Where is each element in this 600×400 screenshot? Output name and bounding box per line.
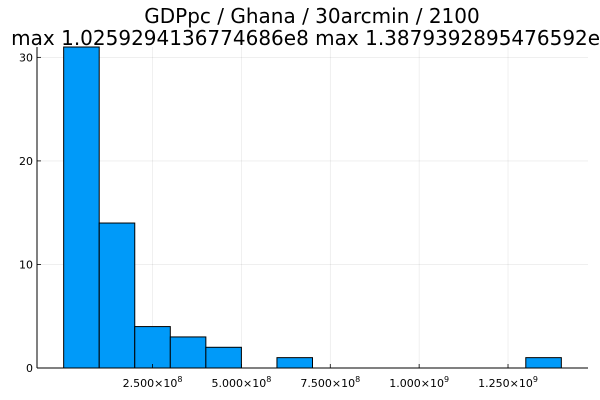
- x-tick-label: 2.500×108: [123, 375, 183, 390]
- histogram-bar: [205, 346, 242, 369]
- x-tick-label: 7.500×108: [300, 375, 360, 390]
- histogram-bar: [525, 357, 562, 369]
- histogram-bar: [169, 336, 207, 369]
- x-tick-label: 1.250×109: [478, 375, 538, 390]
- histogram-bar: [276, 357, 313, 369]
- x-tick-label: 1.000×109: [389, 375, 449, 390]
- y-tick-labels: 0 10 20 30: [19, 51, 33, 375]
- y-tick-label: 30: [19, 51, 33, 64]
- axes: [36, 47, 588, 369]
- histogram-bar: [134, 326, 171, 369]
- chart-subtitle: max 1.0259294136774686e8 max 1.387939289…: [11, 26, 600, 50]
- histogram-bar: [98, 222, 136, 369]
- histogram-bars: [63, 46, 562, 369]
- histogram-bar: [63, 46, 100, 369]
- y-tick-label: 20: [19, 155, 33, 168]
- y-tick-label: 0: [26, 362, 33, 375]
- x-tick-labels: 2.500×108 5.000×108 7.500×108 1.000×109 1.25…: [123, 375, 538, 390]
- y-tick-label: 10: [19, 258, 33, 271]
- x-tick-label: 5.000×108: [211, 375, 271, 390]
- chart-title: GDPpc / Ghana / 30arcmin / 2100: [144, 4, 479, 28]
